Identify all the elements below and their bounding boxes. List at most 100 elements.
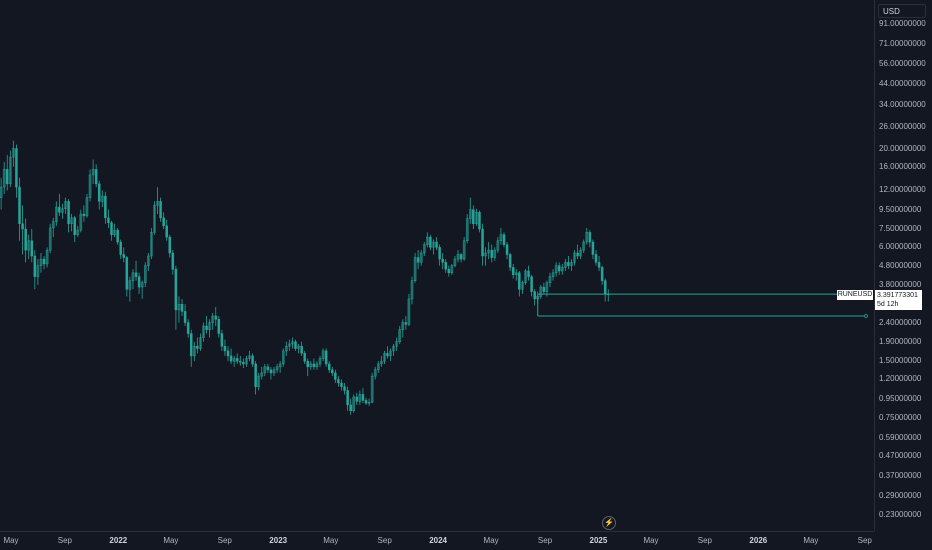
price-tick-label: 9.50000000 [879,204,922,214]
candle-body [398,329,401,343]
price-axis[interactable]: 91.00000000 71.00000000 56.00000000 44.0000… [874,0,932,531]
candle-body [419,252,423,263]
price-tick-label: 1.90000000 [879,336,922,346]
candle-body [125,257,129,290]
candle [429,234,432,251]
candle-body [226,350,230,357]
candle [24,218,27,263]
candle [370,372,374,404]
candle-body [554,265,558,274]
price-tick-label: 0.59000000 [879,432,922,442]
candle-body [189,333,193,357]
candle [15,144,18,198]
time-tick-label: Sep [377,536,392,545]
candle-body [174,268,178,311]
candle [518,270,521,297]
candle-body [180,304,184,312]
candle [281,348,285,367]
candle-body [573,252,576,263]
line-end-handle[interactable] [864,314,868,318]
candle-body [364,400,368,404]
candle-body [521,282,524,290]
candle-body [481,228,484,257]
price-chart-plot[interactable] [0,0,874,531]
candle-body [478,212,481,230]
time-tick-label: 2023 [269,536,288,545]
candle [367,398,371,406]
candle-body [211,315,214,323]
candle [585,227,589,245]
candle-body [499,234,503,242]
candle [64,197,67,215]
candle-body [82,213,86,217]
candle-body [0,186,3,198]
candle-body [334,372,337,380]
candle-body [217,318,221,334]
candle [217,316,221,338]
candle [419,250,423,266]
candle-body [294,341,297,349]
price-tick-label: 71.00000000 [879,39,926,49]
candle [459,253,463,263]
candle [539,284,543,299]
candle-body [327,363,331,371]
candle-body [171,252,175,270]
candle [223,339,227,356]
candle [248,350,251,362]
candle-body [33,255,37,277]
lightning-icon[interactable]: ⚡ [602,516,616,530]
candle-body [140,282,144,288]
candle [318,355,322,367]
candle-body [432,241,435,248]
candle-body [515,272,518,275]
candle [128,276,132,302]
price-tick-label: 16.00000000 [879,161,926,171]
candle-body [377,363,380,371]
candle-body [159,201,162,219]
candle-body [42,258,46,265]
candle-body [165,225,168,238]
candle-body [343,386,346,391]
candle [349,398,352,415]
candle [487,242,490,260]
candle [186,319,190,338]
candle [564,259,567,271]
candle-body [291,341,294,345]
candle-body [232,358,236,362]
candle [594,250,598,266]
time-axis-border [0,531,874,532]
candle [242,358,245,369]
candle [324,348,328,367]
candle [600,265,604,285]
candle [159,197,162,222]
currency-selector[interactable]: USD [878,4,926,18]
last-price-value: 3.391773301 [877,292,918,299]
candle [331,366,334,377]
candle [113,223,116,238]
candle-body [508,254,512,268]
candle-body [306,360,309,368]
candle-body [459,254,463,260]
candle [183,304,187,327]
time-axis[interactable]: May Sep 2022 May Sep 2023 May Sep 2024 May Sep 2025… [0,531,874,550]
candle [137,272,141,294]
candle-body [533,291,536,300]
candle-body [15,148,18,188]
candle [327,361,331,373]
candle [465,214,469,244]
candle [33,250,37,290]
candle [116,227,119,245]
candle-body [576,252,579,257]
candle-body [426,236,429,245]
candle [55,201,58,226]
candle [39,253,43,273]
candle [202,322,205,342]
candle [88,169,92,202]
candle [226,346,230,362]
candle [21,205,24,255]
time-tick-label: May [323,536,339,545]
candle-body [70,217,73,224]
candle [343,382,346,395]
candle-body [404,322,408,325]
symbol-tag: RUNEUSD [837,290,873,300]
